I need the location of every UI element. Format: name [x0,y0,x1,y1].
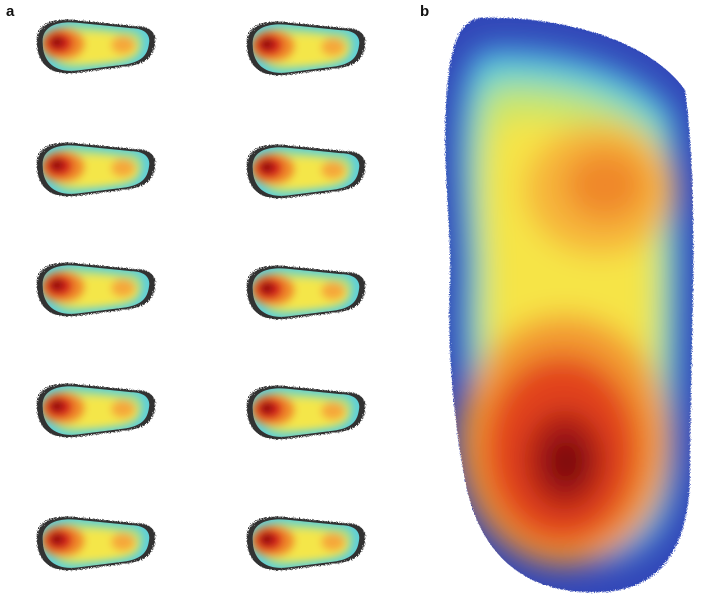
footprint [235,505,375,585]
footprint [235,254,375,334]
panel-label: b [420,3,429,20]
figure: a b [0,0,706,594]
page: a b (() => { const data = JSON.parse(doc… [0,0,706,594]
footprint-grid [25,8,375,585]
footprint [235,133,375,213]
average-footprint [445,18,693,592]
panel-label: a [6,3,15,20]
footprint [25,505,165,585]
footprint [235,374,375,454]
footprint [25,251,165,331]
footprint [25,372,165,452]
footprint [235,10,375,90]
footprint [25,8,165,88]
footprint [25,131,165,211]
